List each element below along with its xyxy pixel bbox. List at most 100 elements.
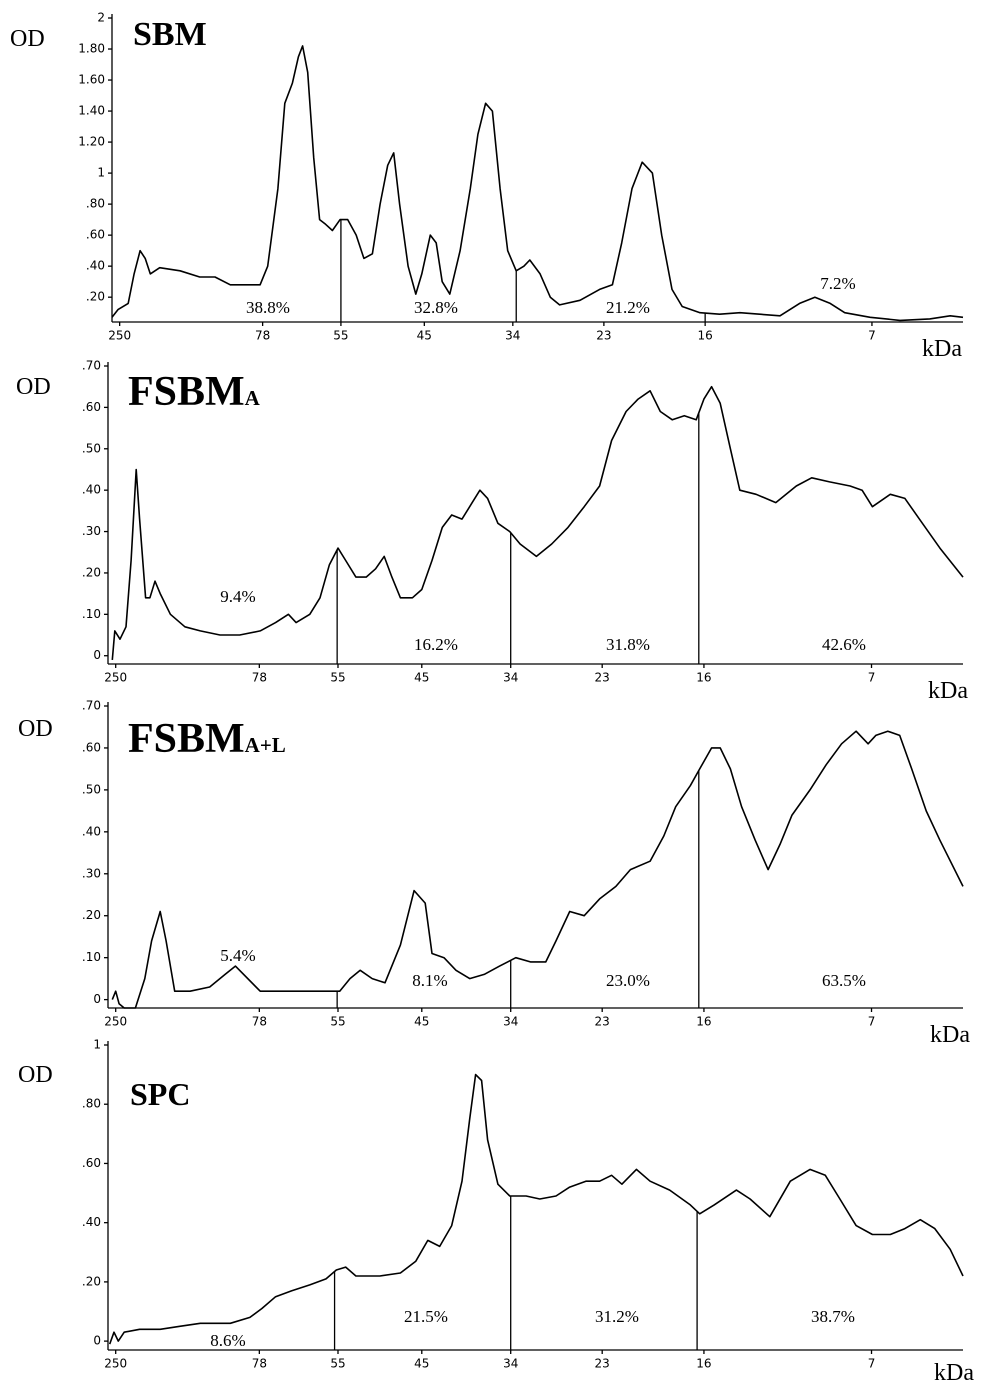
- x-tick-label: 7: [868, 1015, 876, 1029]
- x-tick-label: 16: [696, 1015, 711, 1029]
- x-axis-label: kDa: [922, 336, 962, 362]
- y-tick-label: .70: [82, 699, 101, 713]
- title-main: FSBM: [128, 716, 245, 762]
- y-tick-label: .60: [82, 400, 101, 414]
- region-percentage: 8.6%: [210, 1331, 245, 1350]
- region-percentage: 8.1%: [412, 971, 447, 990]
- y-tick-label: .30: [82, 866, 101, 880]
- x-axis-label: kDa: [934, 1360, 974, 1383]
- y-tick-label: 1: [93, 1038, 101, 1052]
- region-percentage: 5.4%: [220, 946, 255, 965]
- x-tick-label: 45: [417, 329, 432, 343]
- x-tick-label: 250: [104, 1015, 127, 1029]
- y-tick-label: .40: [82, 483, 101, 497]
- x-tick-label: 78: [252, 1357, 267, 1371]
- chart-title: FSBMA+L: [128, 716, 286, 762]
- title-main: FSBM: [128, 369, 245, 415]
- chart-title: SPC: [130, 1076, 190, 1112]
- y-tick-label: .40: [86, 259, 105, 273]
- region-percentage: 31.2%: [595, 1307, 639, 1326]
- x-tick-label: 34: [503, 671, 518, 685]
- x-tick-label: 16: [698, 329, 713, 343]
- region-percentage: 38.7%: [811, 1307, 855, 1326]
- x-tick-label: 23: [595, 671, 610, 685]
- region-percentage: 21.2%: [606, 298, 650, 317]
- y-tick-label: .70: [82, 359, 101, 373]
- x-tick-label: 7: [868, 329, 876, 343]
- density-line: [111, 385, 964, 660]
- x-tick-label: 16: [696, 1357, 711, 1371]
- title-main: SBM: [133, 16, 207, 53]
- y-tick-label: .30: [82, 524, 101, 538]
- y-tick-label: .10: [82, 950, 101, 964]
- y-axis-label: OD: [10, 26, 45, 52]
- x-tick-label: 55: [330, 671, 345, 685]
- y-tick-label: 1.40: [78, 104, 105, 118]
- x-tick-label: 55: [330, 1357, 345, 1371]
- y-tick-label: 0: [93, 1334, 101, 1348]
- x-tick-label: 23: [595, 1357, 610, 1371]
- x-tick-label: 78: [252, 671, 267, 685]
- y-tick-label: 1: [97, 166, 105, 180]
- y-axis-label: OD: [16, 374, 51, 400]
- density-line: [111, 45, 964, 322]
- x-tick-label: 250: [104, 1357, 127, 1371]
- y-tick-label: 1.20: [78, 135, 105, 149]
- chart-title: FSBMA: [128, 369, 261, 415]
- x-tick-label: 78: [252, 1015, 267, 1029]
- y-tick-label: .20: [86, 290, 105, 304]
- region-percentage: 23.0%: [606, 971, 650, 990]
- density-line: [111, 730, 964, 1009]
- chart-title: SBM: [133, 16, 207, 53]
- y-tick-label: .20: [82, 565, 101, 579]
- x-tick-label: 55: [330, 1015, 345, 1029]
- title-main: SPC: [130, 1076, 190, 1112]
- region-percentage: 32.8%: [414, 298, 458, 317]
- x-tick-label: 45: [414, 671, 429, 685]
- region-percentage: 16.2%: [414, 635, 458, 654]
- x-tick-label: 45: [414, 1357, 429, 1371]
- y-tick-label: .60: [86, 228, 105, 242]
- y-tick-label: .80: [86, 197, 105, 211]
- y-tick-label: .50: [82, 441, 101, 455]
- y-tick-label: .10: [82, 607, 101, 621]
- y-tick-label: .40: [82, 824, 101, 838]
- x-tick-label: 78: [255, 329, 270, 343]
- region-percentage: 42.6%: [822, 635, 866, 654]
- y-tick-label: 1.60: [78, 73, 105, 87]
- y-tick-label: 0: [93, 992, 101, 1006]
- region-percentage: 38.8%: [246, 298, 290, 317]
- title-subscript: A: [245, 386, 261, 410]
- y-tick-label: 1.80: [78, 42, 105, 56]
- x-tick-label: 34: [503, 1357, 518, 1371]
- y-tick-label: .20: [82, 908, 101, 922]
- x-axis-label: kDa: [928, 678, 968, 704]
- region-percentage: 63.5%: [822, 971, 866, 990]
- y-tick-label: .40: [82, 1215, 101, 1229]
- region-percentage: 21.5%: [404, 1307, 448, 1326]
- density-line: [108, 1073, 964, 1345]
- x-tick-label: 250: [108, 329, 131, 343]
- x-axis-label: kDa: [930, 1022, 970, 1048]
- x-tick-label: 7: [868, 1357, 876, 1371]
- x-tick-label: 23: [596, 329, 611, 343]
- x-tick-label: 7: [868, 671, 876, 685]
- y-tick-label: .60: [82, 1156, 101, 1170]
- x-tick-label: 250: [104, 671, 127, 685]
- y-tick-label: 2: [97, 11, 105, 25]
- region-percentage: 31.8%: [606, 635, 650, 654]
- x-tick-label: 34: [505, 329, 520, 343]
- y-tick-label: .20: [82, 1274, 101, 1288]
- x-tick-label: 16: [696, 671, 711, 685]
- y-axis-label: OD: [18, 716, 53, 742]
- region-percentage: 9.4%: [220, 587, 255, 606]
- title-subscript: A+L: [245, 733, 286, 757]
- y-tick-label: .80: [82, 1097, 101, 1111]
- x-tick-label: 55: [333, 329, 348, 343]
- y-tick-label: 0: [93, 648, 101, 662]
- y-tick-label: .50: [82, 782, 101, 796]
- x-tick-label: 34: [503, 1015, 518, 1029]
- y-axis-label: OD: [18, 1062, 53, 1088]
- y-tick-label: .60: [82, 740, 101, 754]
